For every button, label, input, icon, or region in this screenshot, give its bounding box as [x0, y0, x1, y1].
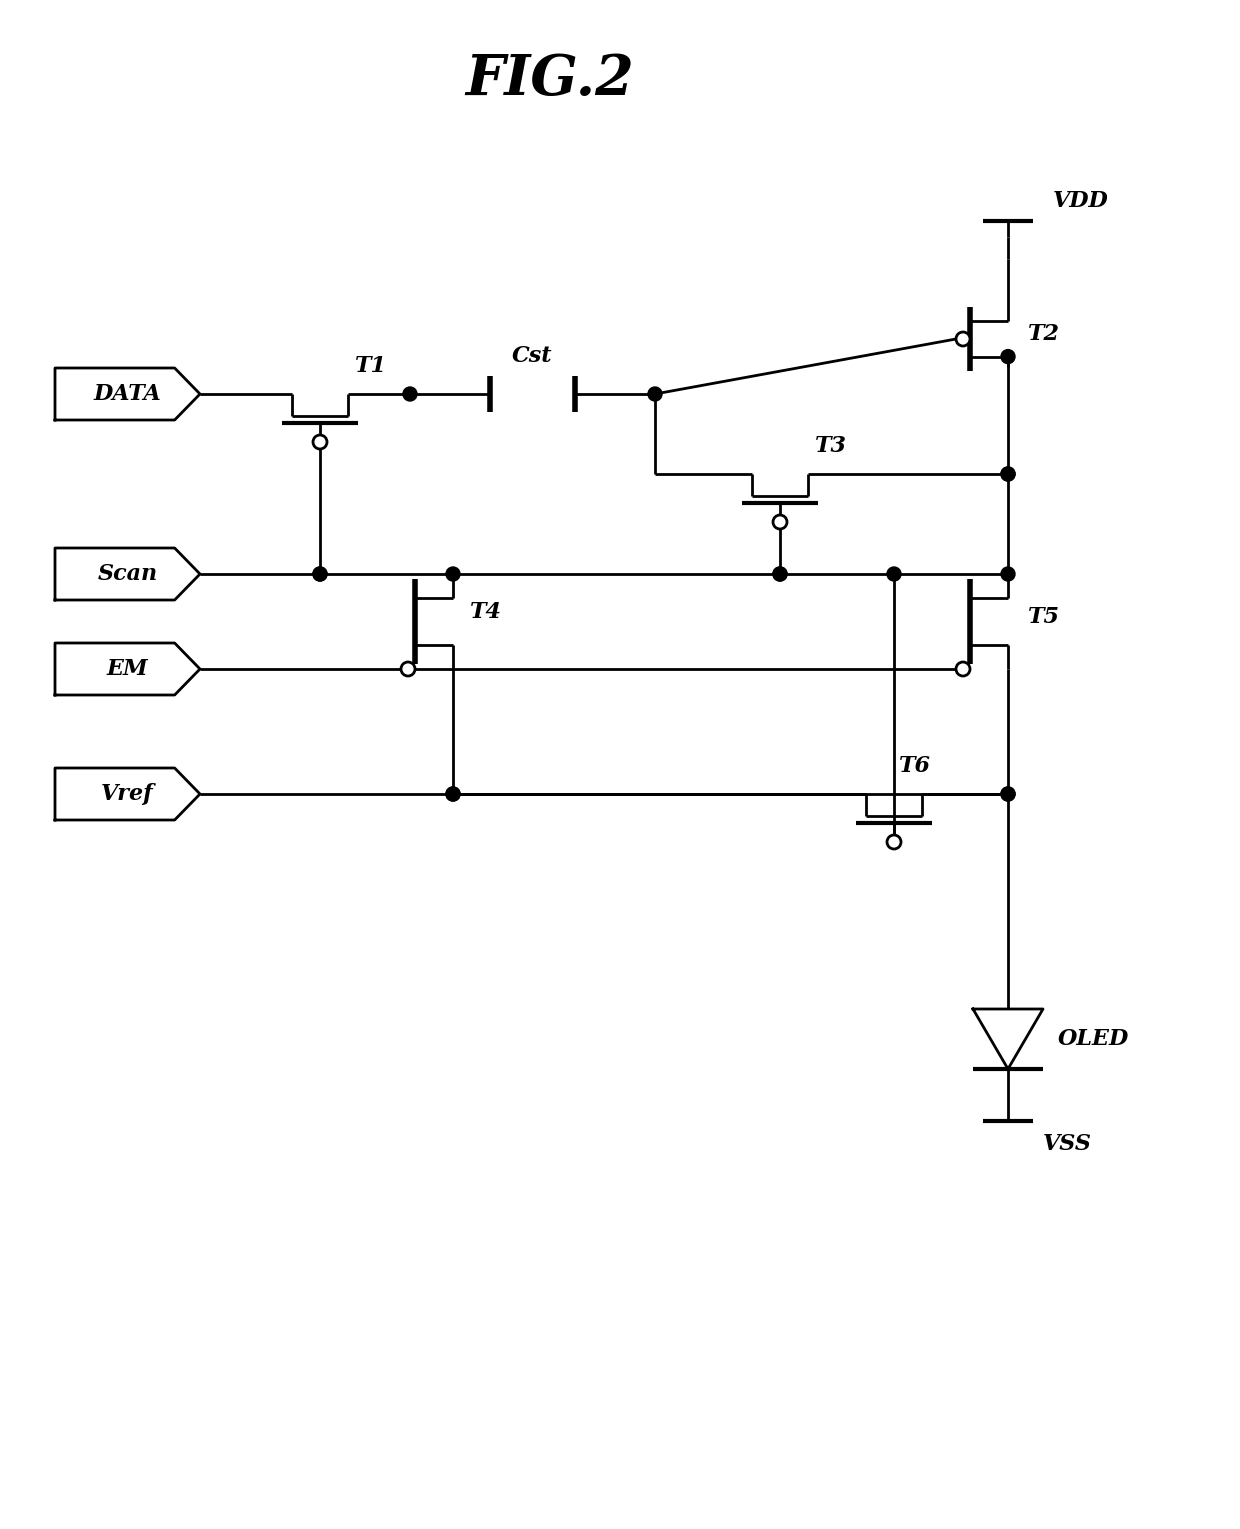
Text: OLED: OLED — [1058, 1027, 1130, 1050]
Circle shape — [773, 515, 787, 529]
Circle shape — [1001, 787, 1016, 801]
Text: Vref: Vref — [102, 783, 154, 804]
Circle shape — [1001, 567, 1016, 581]
Text: FIG.2: FIG.2 — [466, 52, 635, 107]
Circle shape — [1001, 466, 1016, 482]
Circle shape — [1001, 787, 1016, 801]
Text: DATA: DATA — [94, 382, 161, 405]
Circle shape — [887, 567, 901, 581]
Circle shape — [773, 567, 787, 581]
Text: Scan: Scan — [98, 563, 157, 586]
Circle shape — [403, 387, 417, 401]
Circle shape — [1001, 466, 1016, 482]
Circle shape — [1001, 350, 1016, 364]
Text: T3: T3 — [815, 434, 847, 457]
Text: T1: T1 — [355, 355, 387, 378]
Text: VSS: VSS — [1043, 1133, 1092, 1154]
Circle shape — [312, 567, 327, 581]
Circle shape — [312, 567, 327, 581]
Circle shape — [312, 434, 327, 450]
Circle shape — [773, 567, 787, 581]
Text: T4: T4 — [470, 601, 502, 622]
Text: T2: T2 — [1028, 323, 1060, 346]
Text: T6: T6 — [899, 755, 931, 777]
Text: Cst: Cst — [512, 346, 553, 367]
Text: EM: EM — [107, 657, 149, 680]
Circle shape — [649, 387, 662, 401]
Circle shape — [956, 662, 970, 676]
Circle shape — [446, 787, 460, 801]
Circle shape — [956, 332, 970, 346]
Circle shape — [887, 835, 901, 849]
Circle shape — [446, 787, 460, 801]
Text: T5: T5 — [1028, 605, 1060, 627]
Circle shape — [401, 662, 415, 676]
Circle shape — [446, 567, 460, 581]
Text: VDD: VDD — [1053, 190, 1109, 213]
